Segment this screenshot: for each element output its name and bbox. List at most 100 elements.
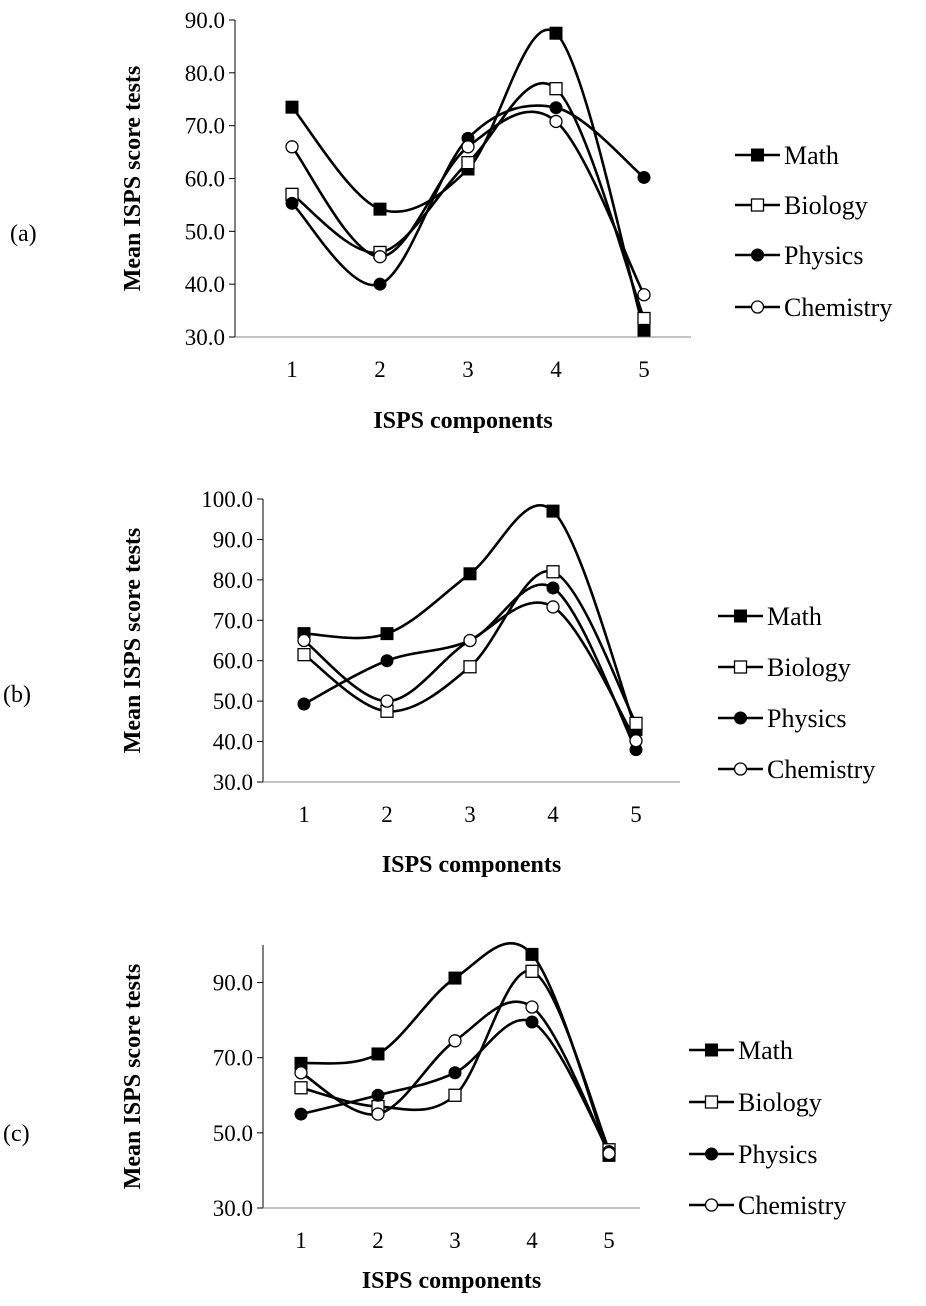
y-tick-label: 50.0: [213, 689, 253, 714]
data-point-biology: [461, 155, 475, 170]
legend-marker-chemistry: [750, 300, 765, 314]
data-point-biology: [629, 716, 643, 731]
data-point-math: [285, 100, 299, 114]
y-axis-title: Mean ISPS score tests: [120, 964, 146, 1190]
data-point-physics: [297, 697, 311, 711]
legend-label: Math: [738, 1036, 793, 1065]
x-tick-label: 4: [547, 802, 559, 827]
legend-label: Biology: [738, 1088, 822, 1117]
data-point-chemistry: [294, 1066, 308, 1080]
data-point-math: [637, 323, 651, 337]
legend-label: Biology: [767, 653, 851, 682]
x-tick-label: 1: [298, 802, 310, 827]
data-point-biology: [297, 648, 311, 662]
data-point-physics: [637, 170, 651, 184]
legend-marker-chemistry: [704, 1198, 719, 1212]
chart-panel-2: 30.0 40.0 50.0 60.0 70.0 80.0 90.0 100.0 1 2 3 4 5 IS…: [3, 487, 875, 878]
legend-marker-math: [734, 609, 747, 623]
data-point-chemistry: [546, 600, 560, 614]
data-point-chemistry: [637, 288, 651, 302]
y-tick-label: 70.0: [213, 1046, 253, 1071]
y-tick-label: 50.0: [185, 219, 225, 244]
data-point-math: [448, 971, 462, 985]
data-point-chemistry: [549, 114, 563, 129]
y-tick-label: 100.0: [201, 487, 253, 512]
data-point-physics: [448, 1066, 462, 1080]
series-math: [291, 28, 646, 331]
data-point-chemistry: [629, 734, 643, 748]
y-tick-label: 40.0: [185, 272, 225, 297]
legend-label: Chemistry: [784, 293, 892, 322]
data-point-chemistry: [525, 1000, 539, 1014]
markers-biology: [285, 82, 651, 326]
y-tick-label: 30.0: [185, 325, 225, 350]
data-point-physics: [285, 196, 299, 210]
data-point-chemistry: [285, 140, 299, 154]
y-tick-label: 70.0: [213, 608, 253, 633]
y-tick-label: 30.0: [213, 770, 253, 795]
legend-item-physics: Physics: [718, 704, 846, 733]
legend-marker-physics: [751, 248, 764, 262]
series-line-math: [303, 504, 638, 730]
markers-math: [285, 26, 651, 337]
x-axis-title: ISPS components: [362, 1268, 541, 1294]
data-point-chemistry: [448, 1034, 462, 1048]
legend-item-physics: Physics: [735, 241, 863, 270]
x-tick-label: 2: [381, 802, 393, 827]
y-axis-title: Mean ISPS score tests: [120, 528, 146, 754]
data-point-biology: [294, 1081, 308, 1095]
legend-label: Physics: [784, 241, 863, 270]
data-point-biology: [448, 1088, 462, 1102]
legend-item-math: Math: [735, 141, 839, 170]
series-line-biology: [303, 569, 638, 725]
data-point-chemistry: [461, 140, 475, 154]
legend: Math Biology Physics Chemistry: [735, 141, 892, 322]
data-point-physics: [525, 1015, 539, 1029]
data-point-math: [463, 567, 477, 581]
legend-marker-chemistry: [733, 762, 748, 776]
y-axis-title: Mean ISPS score tests: [120, 66, 146, 292]
legend-item-biology: Biology: [689, 1088, 822, 1117]
legend-item-biology: Biology: [718, 653, 851, 682]
legend: Math Biology Physics Chemistry: [718, 602, 875, 784]
y-tick-label: 80.0: [213, 568, 253, 593]
data-point-biology: [525, 964, 539, 978]
series-math: [303, 504, 638, 730]
data-point-physics: [373, 277, 387, 291]
legend-item-biology: Biology: [735, 191, 868, 220]
data-point-math: [380, 627, 394, 641]
series-biology: [303, 569, 638, 725]
x-tick-label: 1: [286, 357, 298, 382]
legend-item-chemistry: Chemistry: [718, 755, 875, 784]
y-tick-label: 90.0: [213, 527, 253, 552]
y-tick-label: 40.0: [213, 730, 253, 755]
data-point-math: [371, 1047, 385, 1061]
data-point-biology: [463, 660, 477, 674]
markers-chemistry: [297, 600, 643, 748]
x-axis-title: ISPS components: [373, 408, 552, 434]
markers-math: [294, 947, 616, 1162]
y-tick-label: 60.0: [185, 167, 225, 192]
legend-item-physics: Physics: [689, 1140, 817, 1169]
series-line-physics: [300, 1018, 611, 1153]
data-point-biology: [546, 565, 560, 579]
data-point-chemistry: [380, 694, 394, 708]
markers-biology: [297, 565, 643, 731]
data-point-math: [525, 947, 539, 961]
legend-marker-biology: [750, 198, 765, 212]
data-point-chemistry: [463, 633, 477, 648]
series-line-math: [291, 28, 646, 331]
legend-marker-biology: [704, 1095, 719, 1109]
panel-label: (b): [3, 682, 31, 708]
data-point-physics: [549, 101, 563, 115]
legend-label: Physics: [767, 704, 846, 733]
x-tick-label: 1: [295, 1228, 307, 1253]
markers-chemistry: [285, 114, 651, 302]
legend-item-math: Math: [718, 602, 822, 631]
data-point-math: [549, 26, 563, 40]
data-point-biology: [549, 82, 563, 96]
x-tick-label: 3: [464, 802, 476, 827]
legend-marker-biology: [733, 660, 748, 674]
x-tick-label: 5: [638, 357, 650, 382]
